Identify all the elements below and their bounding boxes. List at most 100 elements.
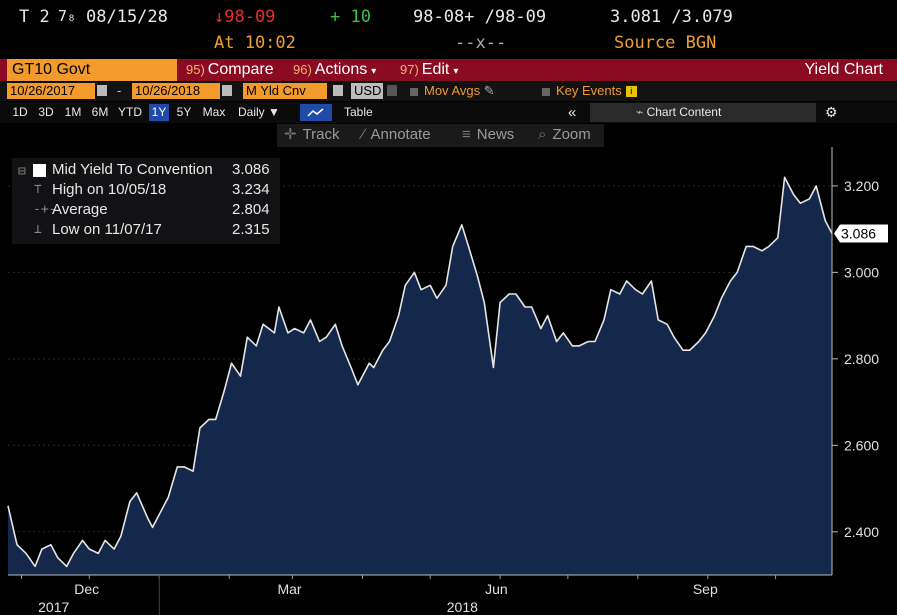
average-marker-icon: -+- bbox=[33, 202, 57, 217]
track-label: Track bbox=[302, 126, 340, 143]
x-month-label: Mar bbox=[277, 581, 301, 597]
track-tool[interactable]: ✛ Track bbox=[284, 124, 340, 146]
x-year-label: 2018 bbox=[447, 599, 478, 615]
maturity-date: 08/15/28 bbox=[86, 7, 168, 27]
annotate-tool[interactable]: ∕ Annotate bbox=[362, 124, 431, 146]
security-input[interactable]: GT10 Govt bbox=[7, 59, 177, 81]
legend-low-value: 2.315 bbox=[232, 221, 270, 238]
command-bar bbox=[0, 59, 897, 81]
checkbox-icon bbox=[410, 87, 418, 96]
edit-menu[interactable]: 97) Edit ▾ bbox=[400, 59, 458, 81]
chevron-down-icon: ▾ bbox=[453, 66, 459, 77]
zoom-label: Zoom bbox=[552, 126, 591, 143]
info-icon: i bbox=[625, 86, 637, 98]
period-6m[interactable]: 6M bbox=[91, 105, 109, 119]
y-axis-ticks: 2.400 2.600 2.800 3.000 3.200 bbox=[832, 178, 879, 540]
pricing-source: Source BGN bbox=[614, 33, 717, 53]
chart-content-button[interactable]: ⌁ Chart Content bbox=[636, 104, 721, 121]
end-date-input[interactable]: 10/26/2018 bbox=[132, 83, 220, 99]
x-month-label: Sep bbox=[693, 581, 718, 597]
chart-title: Yield Chart bbox=[804, 61, 883, 78]
mov-avgs-toggle[interactable]: Mov Avgs ✎ bbox=[410, 83, 495, 99]
last-value-box bbox=[834, 224, 888, 243]
y-tick-label: 3.200 bbox=[844, 178, 879, 194]
chart-tools-bar bbox=[277, 124, 604, 147]
legend-series-label: Mid Yield To Convention bbox=[52, 161, 213, 178]
yield-chart[interactable]: 2.400 2.600 2.800 3.000 3.200 Dec Mar Jun Sep 20… bbox=[0, 147, 897, 615]
actions-menu-number: 96) bbox=[293, 62, 312, 77]
zoom-tool[interactable]: ⌕ Zoom bbox=[538, 124, 591, 146]
gear-icon[interactable]: ⚙ bbox=[825, 104, 838, 120]
legend-high-label: High on 10/05/18 bbox=[52, 181, 167, 198]
news-icon: ≡ bbox=[462, 126, 471, 143]
chart-content-panel bbox=[590, 103, 816, 122]
bid-ask-yield: 3.081 /3.079 bbox=[610, 7, 733, 27]
frequency-label: Daily bbox=[238, 105, 265, 119]
calendar-icon[interactable] bbox=[222, 85, 232, 96]
annotate-icon: ∕ bbox=[362, 126, 365, 143]
news-label: News bbox=[476, 126, 515, 143]
chevron-down-icon: ▾ bbox=[371, 66, 377, 77]
x-axis-ticks: Dec Mar Jun Sep 2017 2018 bbox=[21, 575, 777, 615]
x-month-label: Dec bbox=[74, 581, 99, 597]
last-value-label: 3.086 bbox=[841, 225, 876, 241]
actions-menu[interactable]: 96) Actions ▾ bbox=[293, 59, 376, 81]
key-events-label: Key Events bbox=[556, 83, 622, 98]
y-tick-label: 3.000 bbox=[844, 264, 879, 280]
period-1d[interactable]: 1D bbox=[12, 105, 28, 119]
legend-bracket-icon: ⊟ bbox=[18, 164, 26, 179]
edit-menu-label: Edit bbox=[421, 61, 450, 78]
period-ytd[interactable]: YTD bbox=[118, 105, 142, 119]
frequency-select[interactable]: Daily ▼ bbox=[238, 104, 280, 121]
price-change: + 10 bbox=[330, 7, 371, 27]
checkbox-icon bbox=[542, 87, 550, 96]
mov-avgs-label: Mov Avgs bbox=[424, 83, 481, 98]
key-events-toggle[interactable]: Key Events i bbox=[542, 83, 637, 99]
period-5y[interactable]: 5Y bbox=[176, 105, 192, 119]
compare-menu-label: Compare bbox=[207, 61, 274, 78]
table-view-button[interactable]: Table bbox=[344, 105, 373, 119]
last-price: ↓98-09 bbox=[214, 7, 276, 27]
legend-high-value: 3.234 bbox=[232, 181, 270, 198]
legend-low-label: Low on 11/07/17 bbox=[52, 221, 162, 238]
yield-line bbox=[7, 176, 833, 568]
news-tool[interactable]: ≡ News bbox=[462, 124, 514, 146]
yield-area bbox=[8, 177, 832, 576]
chevron-down-icon: ▼ bbox=[268, 105, 280, 119]
chart-legend: ⊟ Mid Yield To Convention 3.086 ⊤ High o… bbox=[12, 158, 280, 244]
chevron-down-icon[interactable] bbox=[333, 85, 343, 96]
legend-series-value: 3.086 bbox=[232, 161, 270, 178]
field-select[interactable]: M Yld Cnv bbox=[243, 83, 327, 99]
edit-menu-number: 97) bbox=[400, 62, 419, 77]
legend-average-value: 2.804 bbox=[232, 201, 270, 218]
period-1y[interactable]: 1Y bbox=[149, 104, 169, 121]
y-tick-label: 2.600 bbox=[844, 437, 879, 453]
bid-ask-price: 98-08+ /98-09 bbox=[413, 7, 547, 27]
compare-menu[interactable]: 95) Compare bbox=[186, 59, 274, 81]
compare-menu-number: 95) bbox=[186, 62, 205, 77]
period-max[interactable]: Max bbox=[202, 105, 226, 119]
x-year-label: 2017 bbox=[38, 599, 69, 615]
search-icon: ⌕ bbox=[538, 126, 547, 143]
start-date-input[interactable]: 10/26/2017 bbox=[7, 83, 95, 99]
period-3d[interactable]: 3D bbox=[38, 105, 54, 119]
bid-ask-separator: --x-- bbox=[455, 33, 507, 53]
line-chart-icon[interactable] bbox=[300, 104, 332, 121]
line-chart-glyph bbox=[307, 108, 324, 117]
series-swatch bbox=[33, 164, 46, 177]
currency-select[interactable]: USD bbox=[351, 83, 383, 99]
coupon-fraction: 7₈ bbox=[58, 7, 77, 25]
date-range-dash: - bbox=[117, 83, 122, 98]
chevron-down-icon[interactable] bbox=[387, 85, 397, 96]
quote-time: At 10:02 bbox=[214, 33, 296, 53]
actions-menu-label: Actions bbox=[314, 61, 368, 78]
annotate-label: Annotate bbox=[370, 126, 431, 143]
crosshair-icon: ✛ bbox=[284, 126, 297, 143]
security-name: T 2 bbox=[19, 7, 50, 27]
collapse-icon[interactable]: « bbox=[568, 104, 577, 121]
last-value-marker: 3.086 bbox=[834, 224, 888, 243]
high-marker-icon: ⊤ bbox=[34, 182, 42, 197]
y-tick-label: 2.400 bbox=[844, 524, 879, 540]
period-1m[interactable]: 1M bbox=[64, 105, 82, 119]
calendar-icon[interactable] bbox=[97, 85, 107, 96]
